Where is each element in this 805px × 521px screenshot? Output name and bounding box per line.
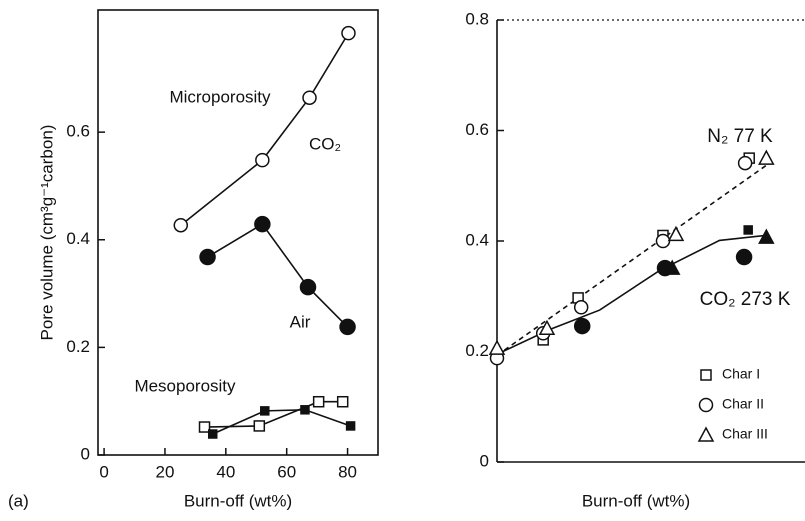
marker — [743, 225, 753, 235]
marker — [260, 406, 270, 416]
marker — [655, 233, 671, 249]
marker — [758, 149, 775, 165]
line-label: N₂ 77 K — [707, 126, 773, 147]
marker — [667, 225, 685, 242]
frame — [97, 9, 379, 456]
marker — [663, 259, 681, 275]
marker — [173, 217, 189, 233]
annotation: Mesoporosity — [134, 376, 236, 395]
legend-label: Char II — [722, 396, 764, 412]
marker — [339, 318, 356, 336]
y-tick-label: 0.6 — [465, 120, 489, 139]
curve — [496, 164, 767, 357]
marker — [299, 278, 317, 296]
marker — [341, 25, 356, 41]
line-label: CO₂ 273 K — [700, 289, 791, 310]
y-tick-label: 0.2 — [465, 341, 489, 360]
curve — [204, 400, 343, 428]
y-axis-label: Pore volume (cm³g⁻¹carbon) — [37, 125, 56, 341]
marker — [345, 421, 356, 431]
y-tick-label: 0.4 — [66, 229, 90, 248]
marker — [198, 421, 211, 433]
x-tick-label: 80 — [338, 462, 357, 481]
marker — [758, 228, 775, 244]
marker — [312, 395, 325, 408]
x-tick-label: 40 — [216, 462, 235, 481]
marker — [254, 215, 271, 233]
marker — [538, 319, 556, 336]
annotation: Microporosity — [169, 87, 271, 106]
marker — [737, 155, 753, 171]
marker — [697, 426, 715, 442]
y-tick-label: 0.4 — [465, 230, 489, 249]
marker — [698, 397, 714, 413]
annotation: CO₂ — [309, 134, 341, 153]
marker — [573, 317, 591, 335]
marker — [302, 90, 317, 105]
curve — [212, 408, 351, 435]
x-tick-label: 20 — [155, 462, 174, 481]
marker — [300, 405, 310, 415]
marker — [336, 395, 349, 408]
y-tick-label: 0 — [81, 444, 90, 463]
curve — [207, 223, 349, 328]
curve — [180, 32, 350, 226]
x-tick-label: 60 — [277, 462, 296, 481]
marker — [735, 248, 753, 266]
x-axis-label: Burn-off (wt%) — [184, 491, 292, 510]
marker — [207, 429, 218, 439]
legend-label: Char I — [722, 366, 760, 382]
marker — [199, 248, 216, 266]
y-tick-label: 0 — [480, 451, 489, 470]
marker — [253, 420, 266, 432]
annotation: Air — [290, 312, 311, 331]
x-axis-label: Burn-off (wt%) — [582, 491, 690, 510]
marker — [255, 152, 270, 168]
legend-label: Char III — [722, 426, 768, 442]
x-tick-label: 0 — [99, 462, 108, 481]
panel-label: (a) — [8, 491, 29, 510]
y-tick-label: 0.2 — [66, 337, 90, 356]
marker — [700, 369, 712, 381]
marker — [573, 300, 589, 315]
y-tick-label: 0.6 — [66, 122, 90, 141]
y-tick-label: 0.8 — [465, 9, 489, 28]
marker — [488, 339, 506, 355]
